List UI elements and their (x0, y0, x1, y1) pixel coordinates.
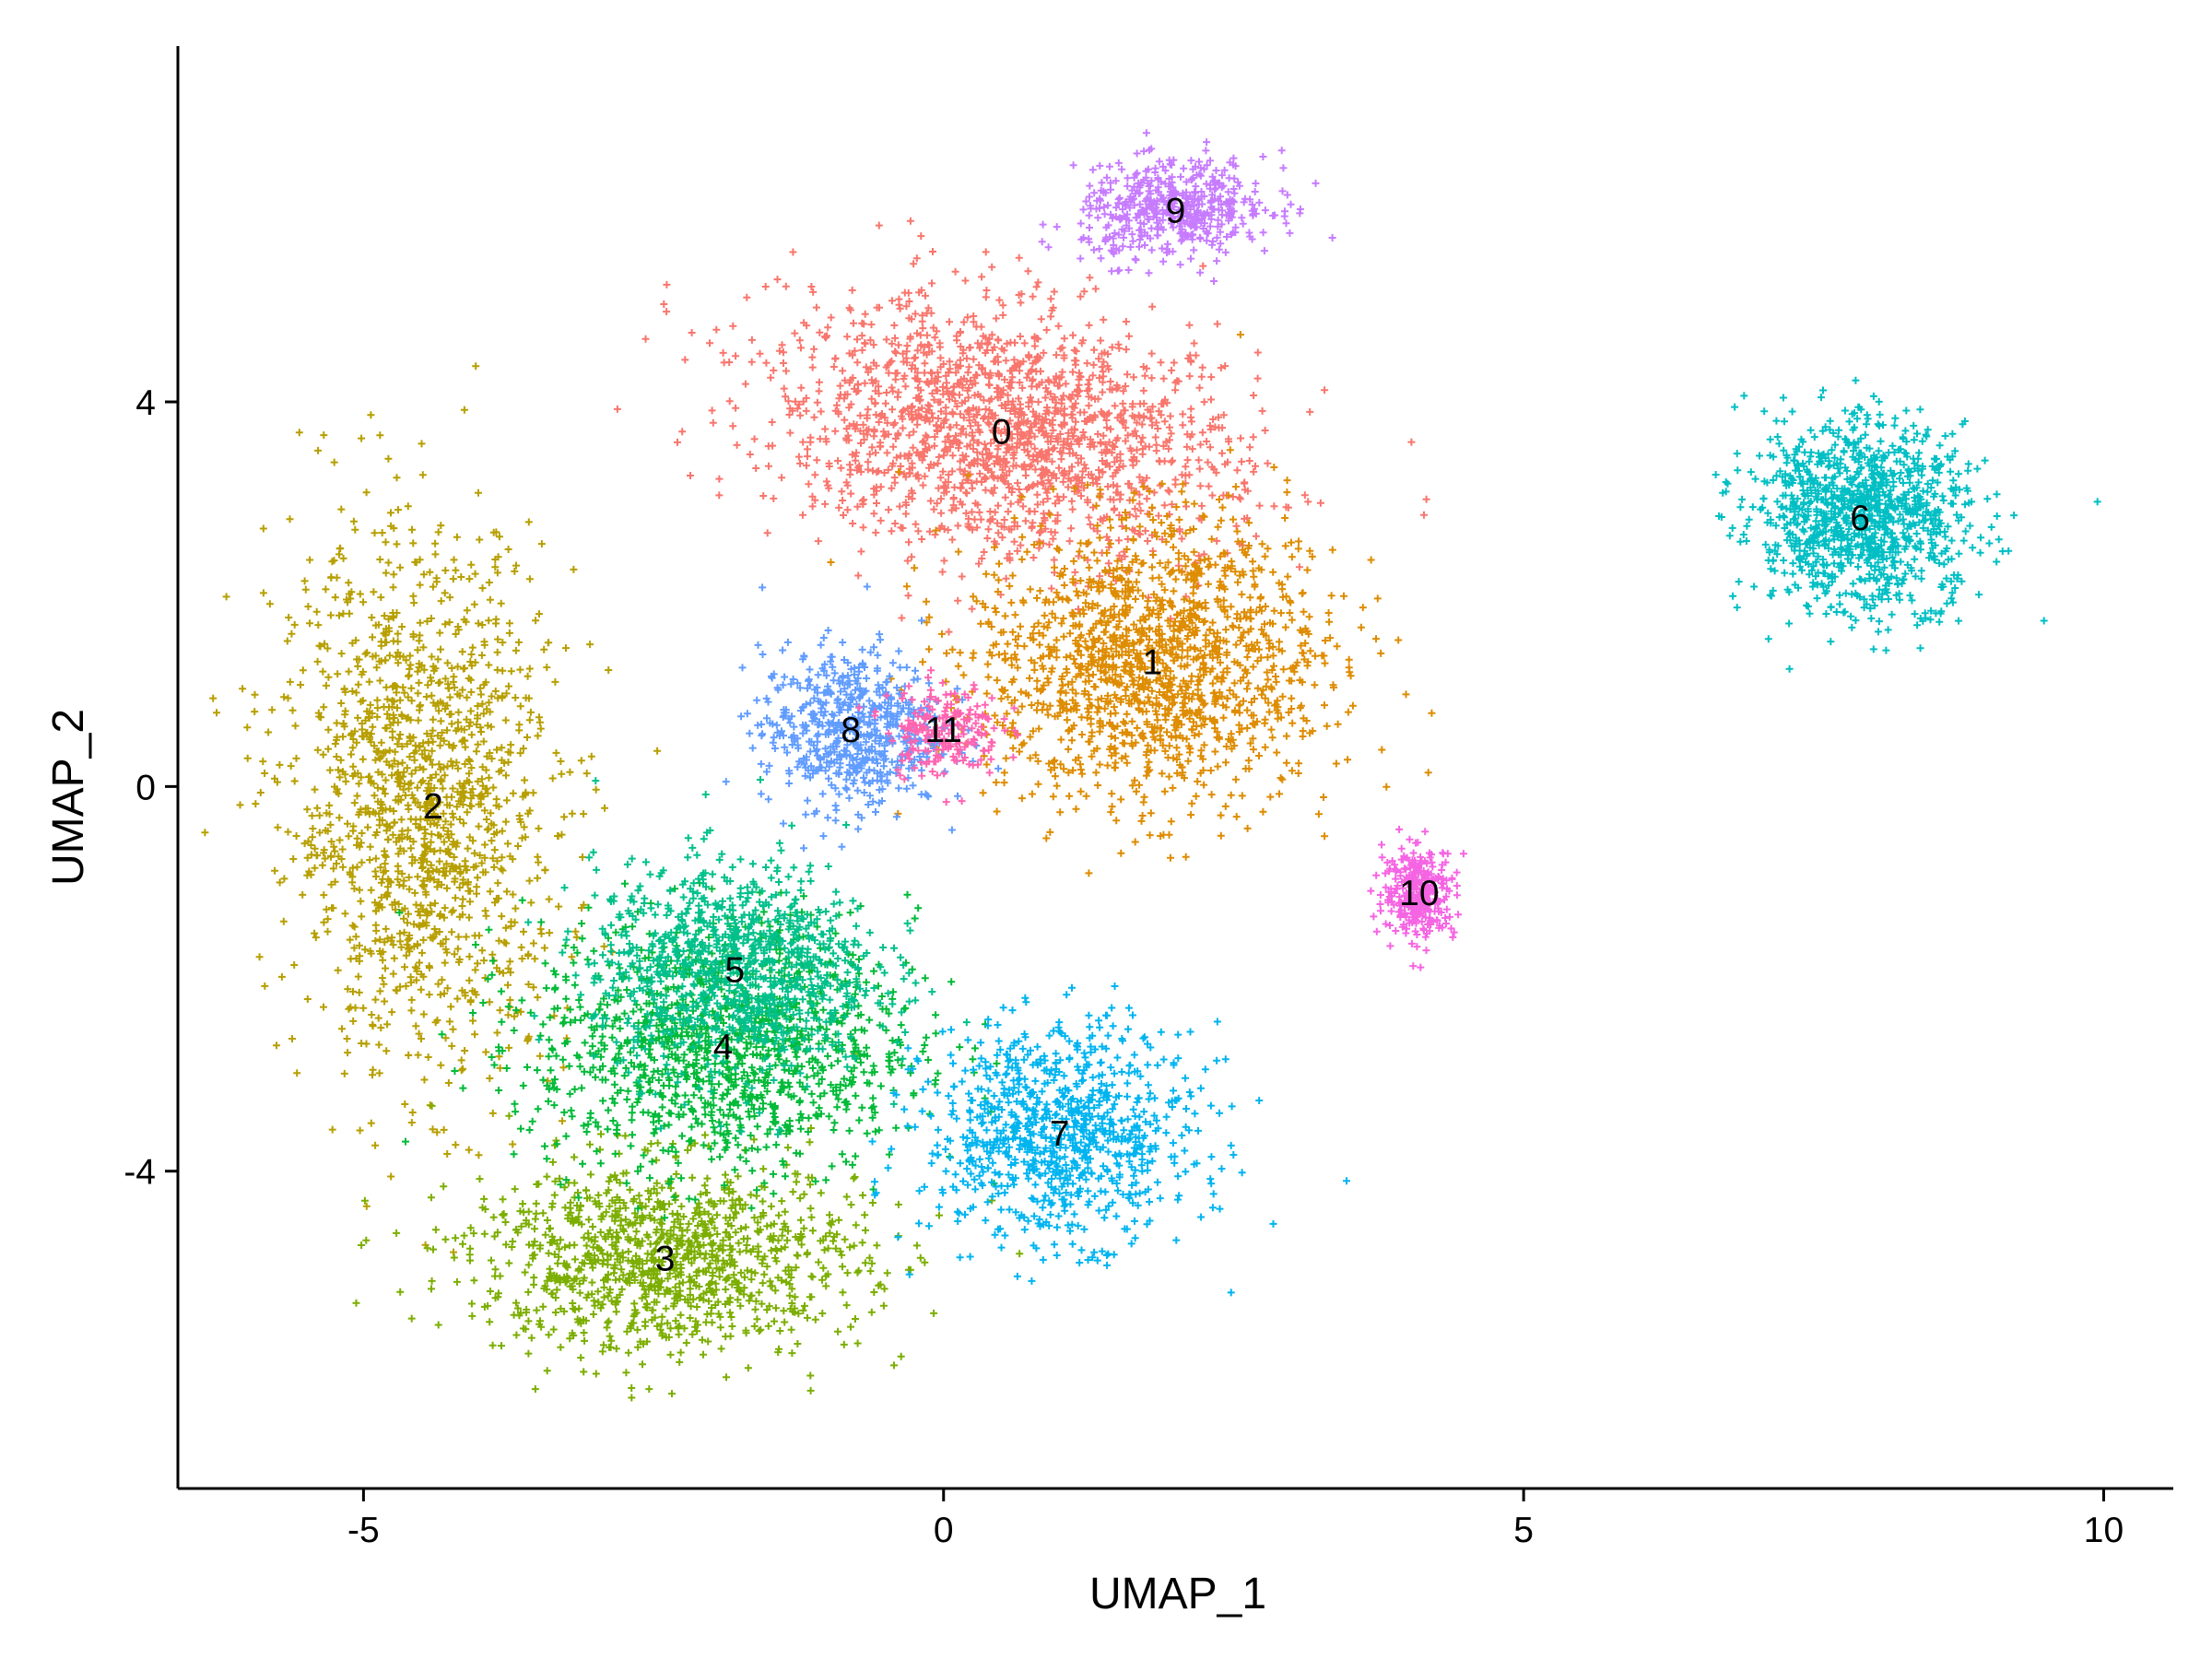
cluster-10-marks (1367, 825, 1467, 971)
cluster-label-8: 8 (841, 711, 861, 750)
cluster-3-marks (352, 1050, 1024, 1402)
cluster-label-3: 3 (655, 1240, 676, 1279)
y-tick-label: 0 (135, 768, 156, 807)
y-tick-label: -4 (124, 1153, 156, 1193)
x-tick: 5 (1513, 1488, 1534, 1550)
cluster-7-points (868, 982, 1350, 1297)
x-tick: 10 (2084, 1488, 2124, 1550)
cluster-6-points (1712, 376, 2101, 673)
cluster-0-marks (613, 217, 1430, 636)
x-axis-ticks: -5 0 5 10 (347, 1488, 2124, 1550)
cluster-label-0: 0 (992, 412, 1012, 452)
cluster-1-marks (827, 331, 1436, 877)
y-tick: 4 (135, 383, 178, 423)
cluster-9-marks (1038, 129, 1336, 285)
y-axis-title: UMAP_2 (44, 709, 93, 886)
x-tick: 0 (934, 1488, 954, 1550)
cluster-2-marks (201, 362, 662, 1256)
cluster-3-points (352, 1050, 1024, 1402)
cluster-9-points (1038, 129, 1336, 285)
y-tick-label: 4 (135, 383, 156, 423)
cluster-11-points (855, 666, 1022, 806)
cluster-8-marks (722, 582, 1003, 853)
cluster-6-marks (1712, 376, 2101, 673)
y-tick: 0 (135, 768, 178, 807)
cluster-labels: 0 1 2 3 4 5 6 7 8 9 10 11 (423, 191, 1870, 1278)
cluster-10-points (1367, 825, 1467, 971)
cluster-label-5: 5 (724, 951, 745, 991)
cluster-label-7: 7 (1050, 1114, 1070, 1154)
y-tick: -4 (124, 1153, 178, 1193)
y-axis-ticks: -4 0 4 (124, 383, 178, 1193)
cluster-2-points (201, 362, 662, 1256)
cluster-label-4: 4 (713, 1028, 734, 1067)
cluster-label-1: 1 (1142, 643, 1162, 683)
x-tick-label: 5 (1513, 1511, 1534, 1550)
cluster-1-points (827, 331, 1436, 877)
cluster-0-points (613, 217, 1430, 636)
x-axis-title: UMAP_1 (1089, 1570, 1266, 1618)
cluster-11-marks (855, 666, 1022, 806)
cluster-label-11: 11 (925, 711, 963, 750)
cluster-5-points (524, 776, 971, 1138)
cluster-label-6: 6 (1850, 499, 1870, 538)
x-tick: -5 (347, 1488, 380, 1550)
cluster-7-marks (868, 982, 1350, 1297)
x-tick-label: 10 (2084, 1511, 2124, 1550)
cluster-label-2: 2 (423, 787, 443, 827)
cluster-5-marks (524, 776, 971, 1138)
cluster-8-points (722, 582, 1003, 853)
cluster-label-9: 9 (1166, 191, 1186, 230)
points-layer (201, 129, 2101, 1402)
cluster-label-10: 10 (1399, 874, 1439, 913)
x-tick-label: -5 (347, 1511, 380, 1550)
x-tick-label: 0 (934, 1511, 954, 1550)
